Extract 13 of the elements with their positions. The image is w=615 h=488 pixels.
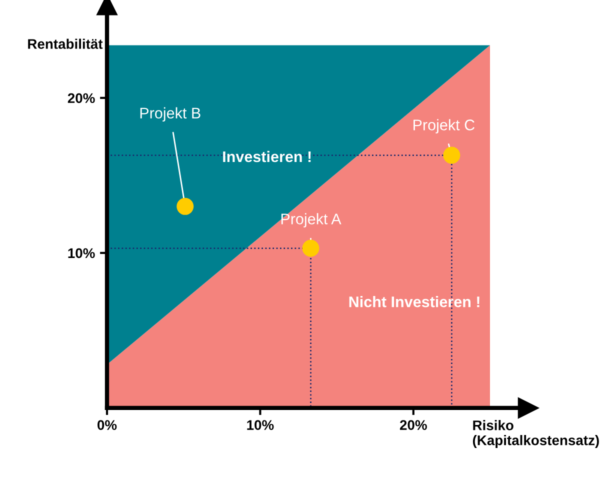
annotation: Investieren ! [223, 150, 311, 162]
annotation: Nicht Investieren ! [349, 296, 480, 308]
x-tick-label: 20% [400, 420, 427, 430]
x-tick-label: 0% [98, 420, 117, 430]
point [443, 146, 460, 164]
annotation: Projekt B [140, 107, 200, 122]
point [176, 198, 194, 215]
annotation: Projekt A [281, 213, 342, 228]
y-axis-title: Rentabilität [28, 38, 103, 49]
annotation: Projekt C [414, 119, 475, 134]
point [302, 240, 320, 257]
x-axis-title: Risiko (Kapitalkostensatz) [472, 420, 599, 448]
x-tick-label: 10% [247, 420, 274, 430]
